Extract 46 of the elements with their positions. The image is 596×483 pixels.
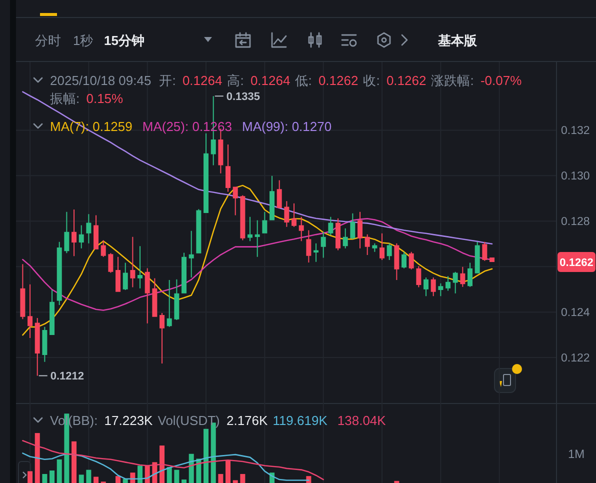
annotation: 收: 0.1262 xyxy=(363,73,426,88)
text: 138.04K xyxy=(337,413,386,428)
y-tick-label: 0.130 xyxy=(561,170,590,183)
text: 分时 xyxy=(35,33,61,48)
bar xyxy=(218,474,224,483)
text: MA(99): 0.1270 xyxy=(242,119,332,134)
bar xyxy=(182,480,187,483)
bar xyxy=(86,470,92,483)
annotation: Vol(USDT) 2.176K xyxy=(158,413,268,428)
bar xyxy=(116,476,121,483)
bar xyxy=(166,467,172,483)
bar xyxy=(204,428,209,483)
y-tick-label: 0.128 xyxy=(561,216,590,228)
text: 119.619K xyxy=(272,413,328,428)
bar xyxy=(94,476,99,483)
bar xyxy=(50,470,55,483)
annotation: 0.1335 xyxy=(226,91,260,104)
annotation: 高: 0.1264 xyxy=(227,73,290,88)
bar xyxy=(160,446,165,483)
y-tick-label: 0.124 xyxy=(561,307,590,320)
text: 1M xyxy=(568,447,585,461)
bar xyxy=(78,474,84,483)
bar xyxy=(232,480,238,483)
y-tick-label: 0.122 xyxy=(561,352,590,365)
annotation: 涨跌幅: -0.07% xyxy=(431,73,522,88)
bar xyxy=(240,474,246,483)
bar xyxy=(138,466,143,483)
text: 1秒 xyxy=(73,33,94,48)
annotation: 2025/10/18 09:45 xyxy=(50,73,152,88)
bar xyxy=(34,433,40,483)
y-tick-label: 0.132 xyxy=(561,125,590,138)
text: 0.1262 xyxy=(560,257,594,270)
text: 15分钟 xyxy=(104,33,144,48)
annotation: 开: 0.1264 xyxy=(159,73,222,88)
text: 基本版 xyxy=(437,33,478,48)
bar xyxy=(72,441,77,483)
bar xyxy=(56,459,62,483)
line-series xyxy=(22,184,493,336)
bar xyxy=(42,474,48,483)
bar xyxy=(28,471,33,483)
bar xyxy=(188,454,194,483)
bar xyxy=(226,460,231,483)
annotation: 低: 0.1262 xyxy=(295,73,358,88)
bar xyxy=(174,470,180,483)
annotation: 0.1212 xyxy=(50,370,84,383)
annotation: 振幅: 0.15% xyxy=(50,91,124,106)
